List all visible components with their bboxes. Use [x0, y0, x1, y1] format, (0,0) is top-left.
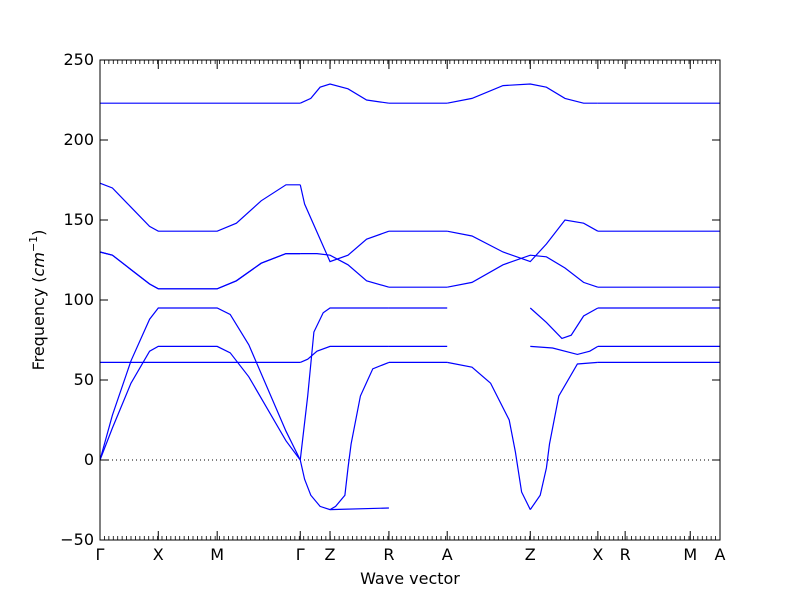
band-series-1	[99, 307, 301, 461]
band-series-0	[99, 345, 301, 461]
y-tick-label: 0	[84, 450, 94, 469]
x-tick-label: R	[383, 545, 394, 564]
y-tick-label: 100	[63, 290, 94, 309]
band-series-12	[300, 253, 390, 288]
band-series-26	[530, 345, 599, 356]
y-axis-label-unit-exponent: −1	[27, 236, 40, 252]
x-tick-label: M	[210, 545, 224, 564]
y-axis-label-unit: cm	[29, 252, 48, 276]
band-series-23	[447, 219, 599, 263]
x-tick-label: Γ	[296, 545, 305, 564]
x-tick-label: Z	[325, 545, 336, 564]
x-tick-label: Z	[525, 545, 536, 564]
band-series-21	[529, 361, 598, 510]
y-tick-label: 50	[74, 370, 94, 389]
x-tick-label: A	[442, 545, 453, 564]
band-series-22	[447, 254, 599, 288]
band-series-4	[99, 251, 301, 290]
band-series-9	[299, 307, 389, 461]
band-series-20	[447, 361, 531, 510]
band-series-25	[529, 307, 599, 340]
band-series-24	[447, 83, 598, 104]
band-series-13	[300, 83, 390, 104]
y-axis: −50 0 50 100 150 200 250	[60, 50, 720, 549]
y-tick-label: −50	[60, 530, 94, 549]
x-tick-label: X	[592, 545, 603, 564]
x-tick-label: Γ	[96, 545, 105, 564]
band-series-8	[329, 361, 390, 511]
band-series-11	[299, 184, 390, 263]
x-tick-label: M	[683, 545, 697, 564]
x-tick-label: X	[153, 545, 164, 564]
x-axis-label: Wave vector	[360, 569, 460, 588]
band-series-10	[300, 345, 389, 363]
y-axis-label-text: Frequency	[29, 288, 48, 371]
band-series-7	[299, 459, 389, 511]
y-tick-label: 150	[63, 210, 94, 229]
y-tick-label: 200	[63, 130, 94, 149]
bands-layer	[99, 83, 720, 511]
y-axis-label: Frequency (cm−1)	[27, 230, 48, 371]
y-tick-label: 250	[63, 50, 94, 69]
x-tick-label: A	[715, 545, 726, 564]
band-series-5	[99, 182, 301, 232]
x-tick-label: R	[620, 545, 631, 564]
